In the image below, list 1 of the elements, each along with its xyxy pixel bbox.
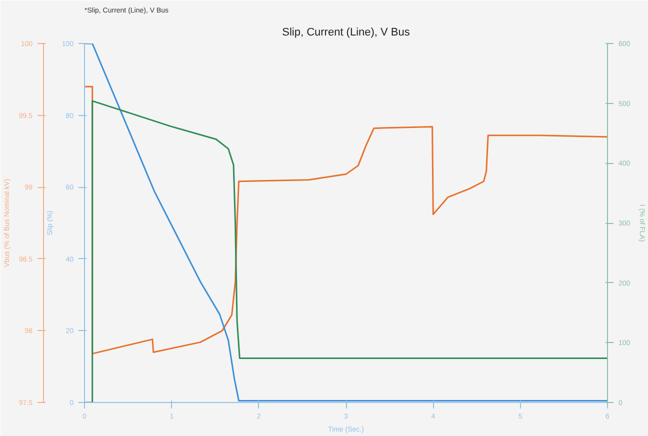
chart-title: Slip, Current (Line), V Bus <box>282 26 410 38</box>
